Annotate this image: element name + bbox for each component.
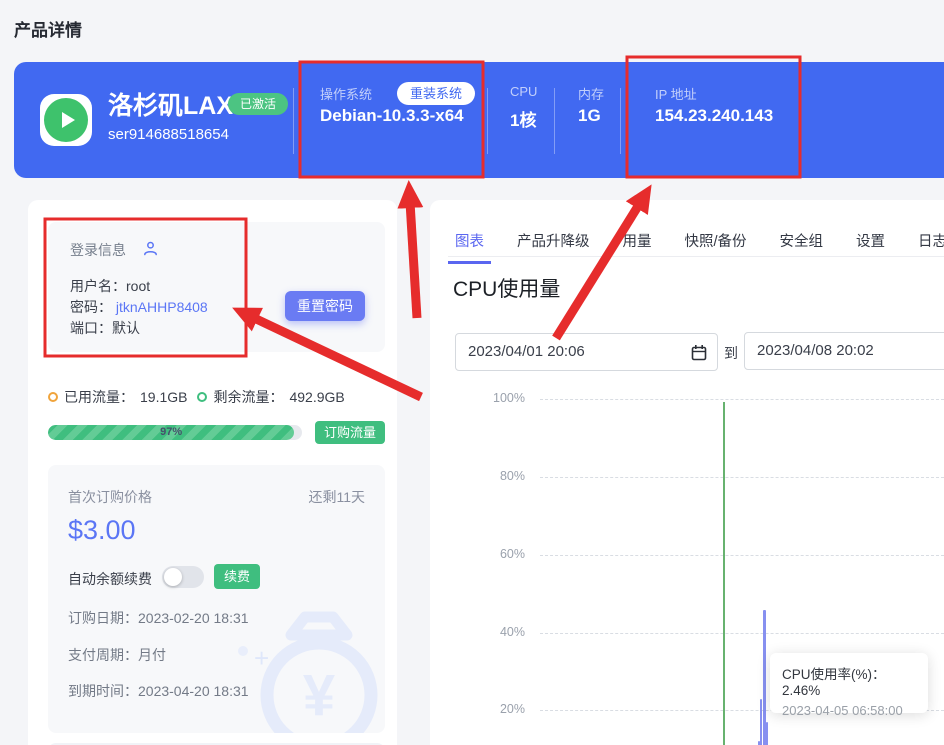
remaining-traffic-icon xyxy=(197,392,208,402)
auto-renew-toggle[interactable] xyxy=(162,566,204,588)
gridline xyxy=(540,632,944,634)
svg-text:¥: ¥ xyxy=(303,663,335,728)
reset-password-button[interactable]: 重置密码 xyxy=(285,291,365,321)
used-traffic-icon xyxy=(48,392,58,402)
tab-charts[interactable]: 图表 xyxy=(448,230,491,264)
y-tick-label: 100% xyxy=(493,391,525,406)
cpu-value: 1核 xyxy=(510,111,537,130)
reinstall-os-button[interactable]: 重装系统 xyxy=(397,82,476,105)
cpu-usage-spike xyxy=(763,609,766,745)
status-badge: 已激活 xyxy=(228,93,289,115)
y-tick-label: 20% xyxy=(499,702,525,717)
tab-settings[interactable]: 设置 xyxy=(856,234,886,250)
tab-snapshot-backup[interactable]: 快照/备份 xyxy=(684,234,747,250)
os-label: 操作系统 xyxy=(320,87,373,102)
chart-refline xyxy=(723,402,725,745)
divider xyxy=(487,88,488,154)
os-value: Debian-10.3.3-x64 xyxy=(320,106,464,125)
y-tick-label: 80% xyxy=(499,469,525,483)
ip-value: 154.23.240.143 xyxy=(655,106,774,125)
tab-security-group[interactable]: 安全组 xyxy=(779,234,824,250)
tab-divider xyxy=(448,256,944,257)
memory-value: 1G xyxy=(578,106,601,125)
remaining-traffic-label: 剩余流量： xyxy=(213,389,284,405)
port-row: 端口：默认 xyxy=(70,320,140,336)
tab-bar: 图表 产品升降级 用量 快照/备份 安全组 设置 日志 xyxy=(448,230,944,264)
days-remaining: 还剩11天 xyxy=(308,489,365,505)
chart-tooltip: CPU使用率(%)：2.46% 2023-04-05 06:58:00 xyxy=(770,653,928,718)
chart-section-title: CPU使用量 xyxy=(453,278,561,301)
date-from-value: 2023/04/01 20:06 xyxy=(468,343,585,360)
cpu-usage-spike xyxy=(766,721,768,745)
username-row: 用户名：root xyxy=(70,278,151,294)
divider xyxy=(293,88,294,154)
calendar-icon[interactable] xyxy=(691,344,707,361)
money-bag-watermark: ¥ xyxy=(238,611,378,733)
page-title: 产品详情 xyxy=(14,21,82,40)
chart-ytick-labels: 100% 80% 60% 40% 20% xyxy=(455,390,525,745)
tab-logs[interactable]: 日志 xyxy=(918,234,944,250)
password-row: 密码： jtknAHHP8408 xyxy=(70,299,208,315)
traffic-summary: 已用流量： 19.1GB 剩余流量： 492.9GB xyxy=(48,387,345,407)
remaining-traffic-value: 492.9GB xyxy=(289,389,345,405)
tooltip-value: CPU使用率(%)：2.46% xyxy=(782,667,886,698)
auto-renew-label: 自动余额续费 xyxy=(68,571,152,587)
annotation-arrow-os xyxy=(397,180,424,319)
login-info-title: 登录信息 xyxy=(70,242,126,258)
server-name: 洛杉矶LAX1 xyxy=(108,92,247,120)
buy-traffic-button[interactable]: 订购流量 xyxy=(315,421,385,444)
cpu-label: CPU xyxy=(510,84,538,99)
date-from-input[interactable]: 2023/04/01 20:06 xyxy=(455,333,718,371)
cpu-usage-spike xyxy=(758,741,760,745)
order-date-row: 订购日期：2023-02-20 18:31 xyxy=(68,610,249,626)
date-range-to-label: 到 xyxy=(724,345,738,361)
traffic-progress-fill xyxy=(48,425,295,440)
traffic-progress-bar: 97% xyxy=(48,425,302,440)
power-status-button[interactable] xyxy=(40,94,92,146)
toggle-knob xyxy=(164,568,182,586)
memory-label: 内存 xyxy=(578,87,605,102)
gridline xyxy=(540,477,944,478)
user-icon xyxy=(144,241,157,256)
renew-button[interactable]: 续费 xyxy=(214,564,260,589)
y-tick-label: 60% xyxy=(499,546,525,561)
gridline xyxy=(540,399,944,401)
divider xyxy=(554,88,555,154)
price-value: $3.00 xyxy=(68,515,136,545)
billing-cycle-row: 支付周期：月付 xyxy=(68,647,166,663)
used-traffic-label: 已用流量： xyxy=(64,389,134,405)
billing-card: 首次订购价格 还剩11天 $3.00 自动余额续费 续费 订购日期：2023-0… xyxy=(48,465,385,733)
gridline xyxy=(540,710,944,712)
sparkle-decoration: + xyxy=(254,643,270,673)
tooltip-time: 2023-04-05 06:58:00 xyxy=(782,703,903,718)
chart-plot[interactable] xyxy=(533,390,944,745)
first-price-label: 首次订购价格 xyxy=(68,489,152,505)
ip-label: IP 地址 xyxy=(655,87,697,102)
divider xyxy=(620,88,621,154)
cpu-usage-spike xyxy=(760,698,762,745)
password-value[interactable]: jtknAHHP8408 xyxy=(115,299,208,315)
tab-usage[interactable]: 用量 xyxy=(622,234,652,250)
next-card-edge xyxy=(48,743,385,745)
date-to-input[interactable]: 2023/04/08 20:02 xyxy=(744,332,944,370)
traffic-progress-label: 97% xyxy=(160,426,183,438)
server-serial: ser914688518654 xyxy=(108,126,229,143)
play-icon xyxy=(44,98,88,142)
gridline xyxy=(540,554,944,556)
expire-date-row: 到期时间：2023-04-20 18:31 xyxy=(68,683,249,699)
server-banner: 洛杉矶LAX1 已激活 ser914688518654 操作系统 重装系统 De… xyxy=(14,62,944,178)
date-to-value: 2023/04/08 20:02 xyxy=(757,342,874,359)
y-tick-label: 40% xyxy=(499,624,525,639)
tab-upgrade[interactable]: 产品升降级 xyxy=(517,234,590,250)
used-traffic-value: 19.1GB xyxy=(140,389,188,405)
